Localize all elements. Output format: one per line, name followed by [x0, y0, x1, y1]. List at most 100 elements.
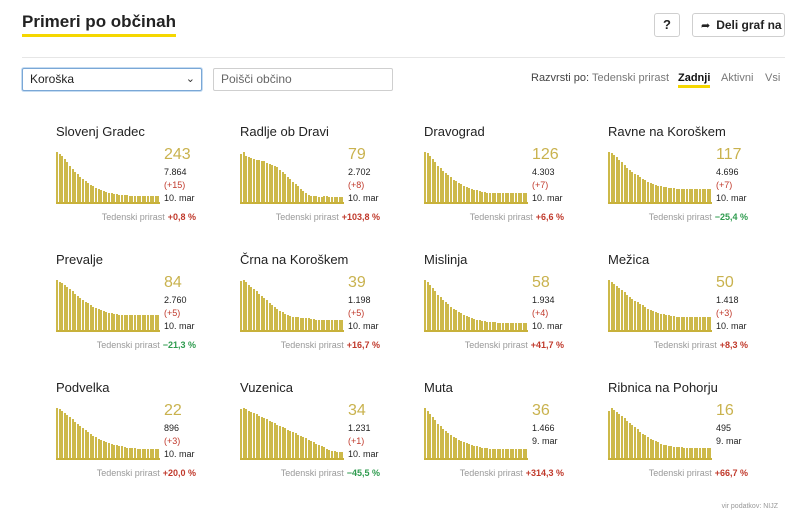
- sparkline-bar: [626, 294, 629, 332]
- sparkline-bar: [621, 162, 623, 204]
- sparkline-bar: [662, 186, 665, 204]
- sparkline-bar: [662, 314, 665, 332]
- sparkline-bar: [515, 193, 517, 204]
- sparkline-bar: [699, 317, 701, 332]
- daily-delta: 9. mar: [716, 436, 742, 446]
- sparkline-bar: [341, 319, 344, 332]
- municipality-name: Črna na Koroškem: [240, 252, 349, 267]
- sparkline-bar: [69, 165, 71, 204]
- page-title: Primeri po občinah: [22, 12, 176, 37]
- sparkline-bar: [491, 322, 494, 332]
- sparkline-bar: [688, 447, 691, 460]
- sparkline-bar: [245, 282, 248, 332]
- sparkline-bar: [82, 427, 84, 460]
- sparkline-bar: [71, 291, 74, 332]
- sort-option-zadnji[interactable]: Zadnji: [678, 72, 711, 88]
- sparkline-bar: [250, 157, 253, 204]
- sort-option-vsi[interactable]: Vsi: [765, 72, 781, 84]
- sparkline-bar: [491, 193, 494, 204]
- sort-option-aktivni[interactable]: Aktivni: [721, 72, 754, 84]
- sparkline-bar: [323, 196, 326, 204]
- sparkline-bar: [439, 297, 442, 332]
- sparkline-bar: [336, 319, 339, 332]
- sparkline-bar: [141, 315, 144, 332]
- sparkline-bar: [621, 290, 623, 332]
- sort-option-tedenski-prirast[interactable]: Tedenski prirast: [592, 72, 670, 84]
- sparkline-bar: [507, 193, 510, 204]
- municipality-name: Muta: [424, 380, 453, 395]
- weekly-growth-label: Tedenski prirast: [275, 212, 339, 222]
- weekly-growth: Tedenski prirast +41,7 %: [465, 340, 564, 350]
- sparkline-bar: [286, 315, 289, 332]
- date-label: 10. mar: [532, 321, 563, 331]
- sparkline-bar: [139, 196, 142, 204]
- sparkline-bar: [660, 186, 662, 204]
- sparkline-bar: [442, 428, 445, 460]
- sparkline-bar: [108, 312, 110, 332]
- sparkline-bar: [149, 196, 152, 204]
- sparkline-bar: [652, 440, 655, 460]
- sparkline-bar: [636, 302, 639, 332]
- sparkline-bar: [457, 311, 460, 332]
- sort-label: Razvrsti po:: [531, 72, 590, 84]
- sparkline-bar: [452, 179, 455, 204]
- sparkline-bar: [660, 313, 662, 332]
- sparkline-bar: [525, 449, 528, 460]
- region-select[interactable]: Koroška ⌄: [22, 68, 202, 91]
- sparkline-bar: [325, 319, 328, 332]
- sparkline-bar: [89, 184, 92, 204]
- municipality-card[interactable]: Ribnica na Pohorju 16 495 9. mar Tedenski pr…: [608, 380, 778, 490]
- sparkline-bar: [310, 195, 313, 204]
- municipality-card[interactable]: Radlje ob Dravi 79 2.702 (+8) 10. mar Tedensk…: [240, 124, 410, 234]
- date-label: 10. mar: [348, 321, 379, 331]
- sparkline-bar: [463, 442, 465, 460]
- sparkline-bar: [126, 447, 129, 460]
- sparkline-bar: [641, 305, 644, 332]
- sparkline-bar: [644, 307, 647, 332]
- sparkline-baseline: [608, 330, 712, 332]
- date-label: 10. mar: [348, 193, 379, 203]
- sparkline-bar: [139, 315, 142, 332]
- municipality-card[interactable]: Muta 36 1.466 9. mar Tedenski prirast +314,3 …: [424, 380, 594, 490]
- municipality-card[interactable]: Dravograd 126 4.303 (+7) 10. mar Tedenski pri…: [424, 124, 594, 234]
- municipality-name: Ribnica na Pohorju: [608, 380, 718, 395]
- municipality-card[interactable]: Mežica 50 1.418 (+3) 10. mar Tedenski prirast…: [608, 252, 778, 362]
- sparkline-bar: [639, 176, 642, 204]
- municipality-card[interactable]: Črna na Koroškem 39 1.198 (+5) 10. mar Tedens…: [240, 252, 410, 362]
- search-input[interactable]: Poišči občino: [213, 68, 393, 91]
- sparkline-bar: [478, 191, 481, 204]
- municipality-name: Ravne na Koroškem: [608, 124, 726, 139]
- sparkline-bar: [437, 165, 439, 204]
- sparkline-bar: [626, 420, 629, 460]
- sparkline-bar: [636, 175, 639, 204]
- municipality-card[interactable]: Vuzenica 34 1.231 (+1) 10. mar Tedenski prira…: [240, 380, 410, 490]
- sparkline-bar: [266, 162, 268, 204]
- municipality-card[interactable]: Prevalje 84 2.760 (+5) 10. mar Tedenski prira…: [56, 252, 226, 362]
- weekly-growth-label: Tedenski prirast: [101, 212, 165, 222]
- sparkline-bar: [654, 311, 657, 332]
- share-button[interactable]: ➦ Deli graf na: [692, 13, 785, 37]
- municipality-card[interactable]: Mislinja 58 1.934 (+4) 10. mar Tedenski prira…: [424, 252, 594, 362]
- municipality-card[interactable]: Podvelka 22 896 (+3) 10. mar Tedenski prirast…: [56, 380, 226, 490]
- sparkline-bar: [496, 193, 499, 204]
- sparkline-bar: [134, 448, 136, 460]
- sparkline-bar: [660, 443, 662, 460]
- sparkline-bar: [431, 288, 434, 332]
- municipality-card[interactable]: Slovenj Gradec 243 7.864 (+15) 10. mar Tedens…: [56, 124, 226, 234]
- municipality-name: Radlje ob Dravi: [240, 124, 329, 139]
- municipality-name: Podvelka: [56, 380, 110, 395]
- sparkline-bar: [699, 447, 701, 460]
- municipality-card[interactable]: Ravne na Koroškem 117 4.696 (+7) 10. mar Tede…: [608, 124, 778, 234]
- sparkline-bar: [426, 153, 429, 204]
- sparkline-bar: [276, 424, 279, 460]
- sparkline-bar: [76, 174, 79, 204]
- weekly-growth-value: +41,7 %: [530, 340, 564, 350]
- sparkline-bar: [320, 319, 323, 332]
- help-button[interactable]: ?: [654, 13, 680, 37]
- sparkline-bar: [149, 315, 152, 332]
- sparkline-bar: [444, 173, 447, 204]
- sparkline-bar: [79, 425, 82, 460]
- sparkline-bar: [260, 416, 263, 460]
- sparkline-bar: [320, 446, 323, 460]
- sparkline-bar: [266, 419, 268, 460]
